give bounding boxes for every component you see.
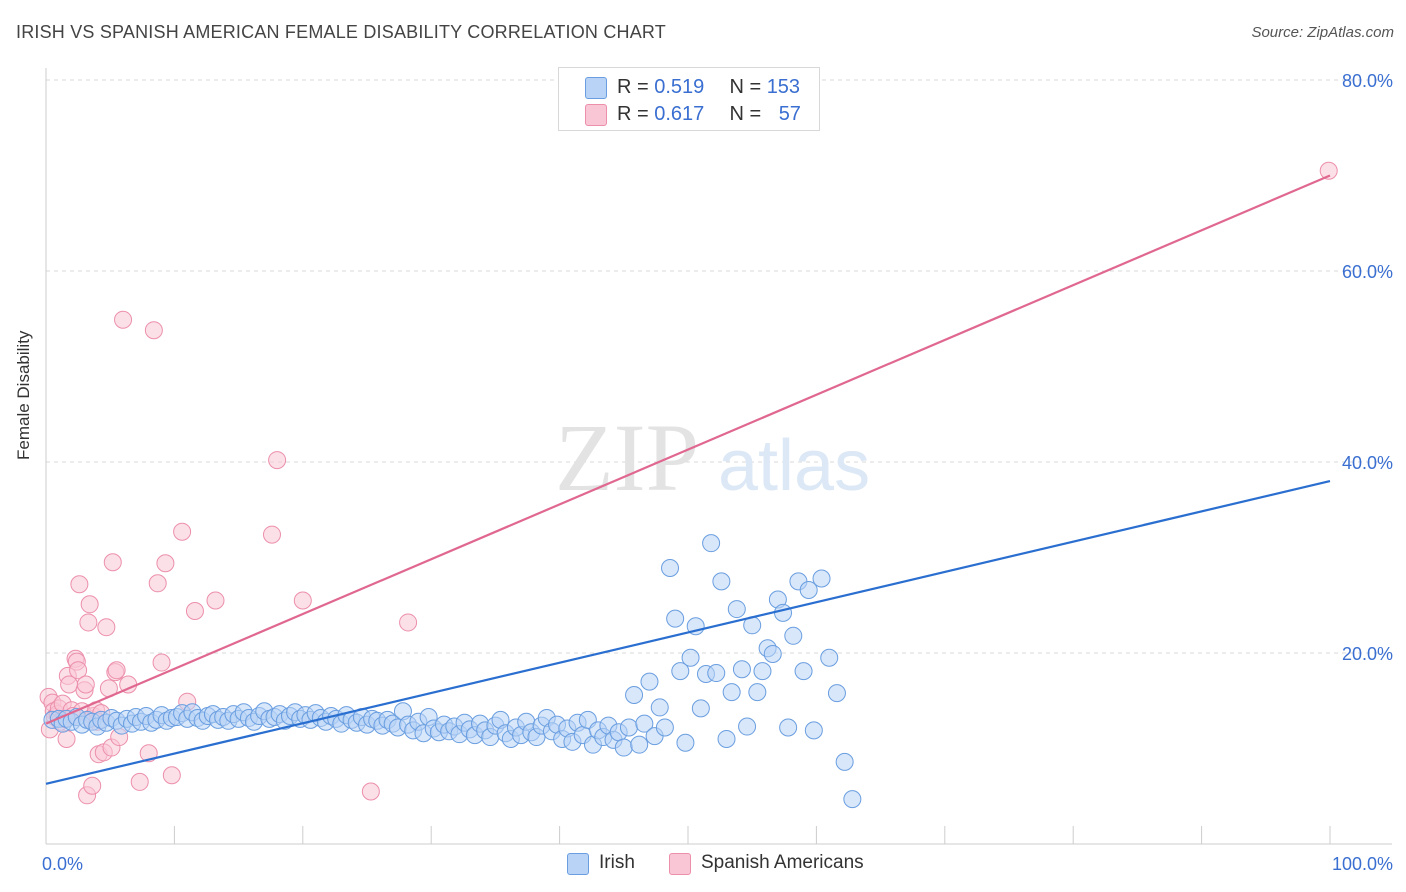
trend-lines [45,174,1331,785]
bottom-irish-label: Irish [599,852,635,873]
spanish-r-label: R = [617,103,655,125]
spanish-points [39,161,1338,805]
x-tick-label: 100.0% [1332,854,1393,874]
spanish-point [97,618,116,637]
irish-point [707,664,726,683]
irish-point [794,662,813,681]
spanish-point [80,595,99,614]
spanish-point [399,613,418,632]
irish-point [681,648,700,667]
irish-point [712,572,731,591]
irish-point [779,718,798,737]
spanish-point [70,575,89,594]
irish-point [843,790,862,809]
irish-point [774,603,793,622]
y-tick-label: 80.0% [1342,71,1393,91]
spanish-swatch [585,104,607,126]
spanish-point [107,661,126,680]
irish-point [748,683,767,702]
spanish-point [144,321,163,340]
irish-point [722,683,741,702]
spanish-point [152,653,171,672]
irish-point [738,717,757,736]
spanish-point [173,522,192,541]
irish-point [650,698,669,717]
spanish-n-value: 57 [778,103,801,125]
spanish-point [1319,161,1338,180]
source-label: Source: ZipAtlas.com [1251,24,1394,41]
irish-point [784,626,803,645]
chart-title: IRISH VS SPANISH AMERICAN FEMALE DISABIL… [16,22,667,42]
irish-point [655,718,674,737]
spanish-point [156,554,175,573]
irish-point [630,735,649,754]
x-tick-label: 0.0% [42,854,83,874]
y-tick-label: 60.0% [1342,262,1393,282]
spanish-point [206,591,225,610]
spanish-r-value: 0.617 [654,103,705,125]
irish-point [625,686,644,705]
irish-point [691,699,710,718]
irish-n-label: N = [729,76,767,98]
bottom-irish-swatch [567,853,589,875]
irish-n-value: 153 [766,76,801,98]
irish-point [635,714,654,733]
irish-point [614,738,633,757]
irish-swatch [585,77,607,99]
spanish-point [185,601,204,620]
irish-point [812,569,831,588]
irish-r-value: 0.519 [654,76,705,98]
spanish-trend-line [45,174,1331,725]
spanish-point [293,591,312,610]
irish-point [676,733,695,752]
spanish-point [103,553,122,572]
irish-point [702,534,721,553]
y-tick-label: 40.0% [1342,453,1393,473]
irish-trend-line [45,480,1331,785]
irish-point [640,672,659,691]
irish-point [717,729,736,748]
irish-point [661,559,680,578]
irish-point [827,684,846,703]
grid-lines [46,79,1392,654]
spanish-point [148,574,167,593]
irish-point [619,718,638,737]
spanish-point [162,766,181,785]
irish-point [804,721,823,740]
spanish-point [268,451,287,470]
irish-point [732,660,751,679]
spanish-point [83,776,102,795]
bottom-spanish-label: Spanish Americans [701,852,864,873]
y-tick-label: 20.0% [1342,644,1393,664]
stats-legend: R = 0.519 N = 153 R = 0.617 N = 57 [558,67,820,131]
irish-r-label: R = [617,76,655,98]
bottom-spanish-swatch [669,853,691,875]
spanish-point [130,772,149,791]
spanish-n-label: N = [729,103,767,125]
spanish-point [57,729,76,748]
spanish-point [114,310,133,329]
spanish-point [262,525,281,544]
watermark-atlas: atlas [718,426,870,506]
spanish-point [69,661,88,680]
irish-point [671,662,690,681]
tick-labels: 20.0% 40.0% 60.0% 80.0% 0.0% 100.0% [42,71,1393,874]
irish-point [753,662,772,681]
irish-point [763,644,782,663]
watermark-zip: ZIP [555,404,699,511]
irish-point [727,600,746,619]
irish-point [666,609,685,628]
irish-point [799,580,818,599]
spanish-point [76,675,95,694]
y-axis-label: Female Disability [14,330,33,460]
irish-point [835,752,854,771]
spanish-point [361,782,380,801]
spanish-point [79,613,98,632]
irish-point [820,648,839,667]
